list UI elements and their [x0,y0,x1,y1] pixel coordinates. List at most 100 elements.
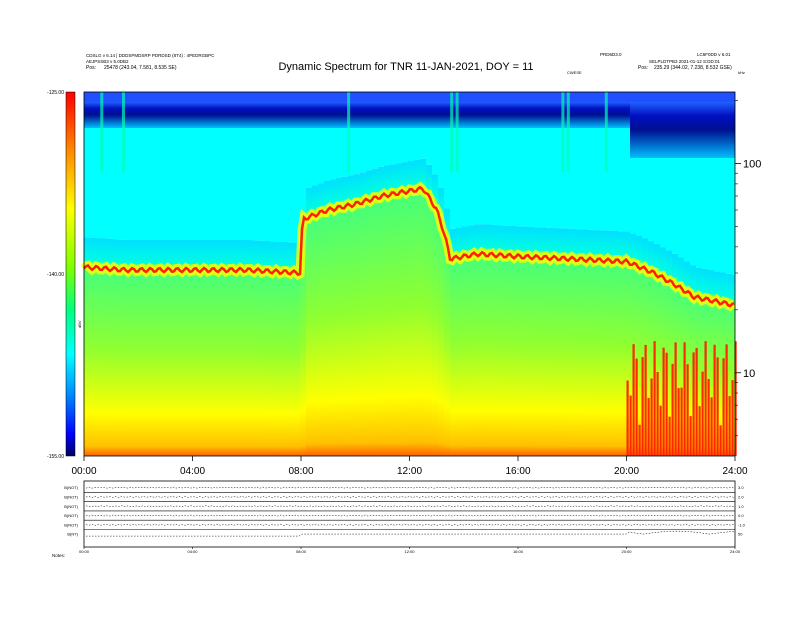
spectrum-band-upper [282,241,288,268]
spectrum-band-upper [510,226,516,253]
spectrum-band-cyan [336,128,342,178]
spectrum-band-top [258,92,264,102]
burst-column [728,396,731,456]
spectrum-band-cyan [510,128,516,227]
spectrum-band-cyan [450,128,456,229]
spectrum-band-top [648,92,654,102]
spectrum-band-upper [600,230,606,257]
spectrum-band-cyan [552,128,558,229]
spectrum-band-blue [192,102,198,128]
spectrum-band-lower [606,254,612,456]
spectrum-band-blue [702,102,708,158]
spectrum-band-lower [360,196,366,456]
spectrum-band-top [714,92,720,102]
spectrum-band-lower [132,264,138,456]
spectrum-band-cyan [306,128,312,188]
spectrum-band-cyan [150,128,156,241]
param-series-label: B(NOT) [64,513,78,518]
spectrum-band-cyan [420,128,426,159]
spectrum-band-top [708,92,714,102]
spectrum-band-lower [384,189,390,456]
param-x-tick-label: 16:00 [513,549,524,554]
spectrum-band-lower [96,262,102,456]
spectrum-band-top [246,92,252,102]
spectrum-band-top [228,92,234,102]
spectrum-band-top [654,92,660,102]
param-series-line [85,524,735,526]
spectrum-band-top [540,92,546,102]
spectrum-band-cyan [294,128,300,243]
spectrogram [80,92,737,457]
spectrum-band-cyan [612,128,618,231]
spectrum-band-cyan [708,158,714,271]
info-right-line1b: LC6F0DD v 6.01 [697,52,731,57]
spectrum-band-upper [450,228,456,255]
spectrum-band-blue [234,102,240,128]
spectrum-band-top [108,92,114,102]
spectrum-band-top [558,92,564,102]
spectrum-band-cyan [498,128,504,226]
spectrum-band-upper [504,225,510,252]
spectrum-band-lower [456,251,462,456]
spectrum-band-blue [300,102,306,128]
burst-column [668,416,671,456]
spectrum-band-blue [594,102,600,128]
spectrum-band-top [480,92,486,102]
param-series-line [85,486,735,489]
spectrum-band-lower [198,264,204,456]
spectrum-band-upper [270,241,276,268]
spectrum-band-cyan [576,128,582,230]
spectrum-band-lower [492,248,498,456]
spectrum-band-lower [444,232,450,456]
spectrum-band-top [504,92,510,102]
spectrum-band-blue [396,102,402,128]
spectrum-band-cyan [630,158,636,234]
spectrum-band-top [90,92,96,102]
spectrum-band-top [264,92,270,102]
spectrum-band-lower [600,254,606,456]
spectrum-band-blue [102,102,108,128]
spectrum-band-top [84,92,90,102]
spectrum-band-top [306,92,312,102]
spectrum-band-cyan [636,158,642,236]
spectrum-band-blue [108,102,114,128]
spectrum-band-top [462,92,468,102]
spectrum-band-blue [324,102,330,128]
low-frequency-bursts [626,341,737,456]
colorbar-tick-label: -140.00 [47,272,64,278]
spectrum-band-top [330,92,336,102]
spectrum-band-blue [714,102,720,158]
spectrum-band-cyan [402,128,408,163]
spectrum-band-top [168,92,174,102]
spectrum-band-cyan [582,128,588,230]
spectrum-streak [347,92,351,172]
spectrum-streak [561,92,565,172]
spectrum-band-lower [612,254,618,456]
spectrum-band-upper [432,174,438,201]
spectrum-band-lower [108,262,114,456]
spectrum-band-top [222,92,228,102]
spectrum-band-top [240,92,246,102]
spectrum-band-top [414,92,420,102]
spectrum-band-cyan [468,128,474,226]
spectrum-band-lower [318,207,324,456]
spectrum-band-top [252,92,258,102]
param-series-line [85,505,735,508]
spectrum-band-blue [150,102,156,128]
spectrum-band-top [690,92,696,102]
spectrum-band-lower [522,250,528,456]
spectrum-band-blue [222,102,228,128]
spectrum-band-top [354,92,360,102]
burst-column [716,357,719,456]
burst-column [653,341,656,456]
spectrum-band-top [696,92,702,102]
spectrum-band-lower [228,264,234,456]
burst-column [626,380,629,456]
spectrum-band-upper [516,226,522,253]
spectrum-band-cyan [564,128,570,229]
spectrum-band-top [114,92,120,102]
spectrum-band-cyan [396,128,402,164]
colorbar-tick-label: -125.00 [47,90,64,96]
spectrum-band-blue [426,102,432,128]
spectrum-band-cyan [384,128,390,166]
